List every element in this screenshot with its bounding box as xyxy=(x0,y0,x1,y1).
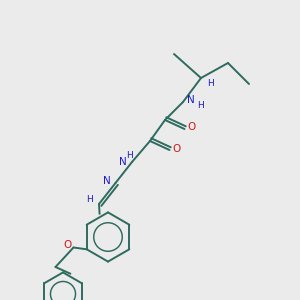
Text: H: H xyxy=(207,80,213,88)
Text: O: O xyxy=(172,143,180,154)
Text: N: N xyxy=(187,94,194,105)
Text: O: O xyxy=(63,240,72,250)
Text: N: N xyxy=(119,157,127,167)
Text: H: H xyxy=(197,101,204,110)
Text: H: H xyxy=(86,195,93,204)
Text: H: H xyxy=(126,152,132,160)
Text: O: O xyxy=(187,122,195,133)
Text: N: N xyxy=(103,176,111,187)
